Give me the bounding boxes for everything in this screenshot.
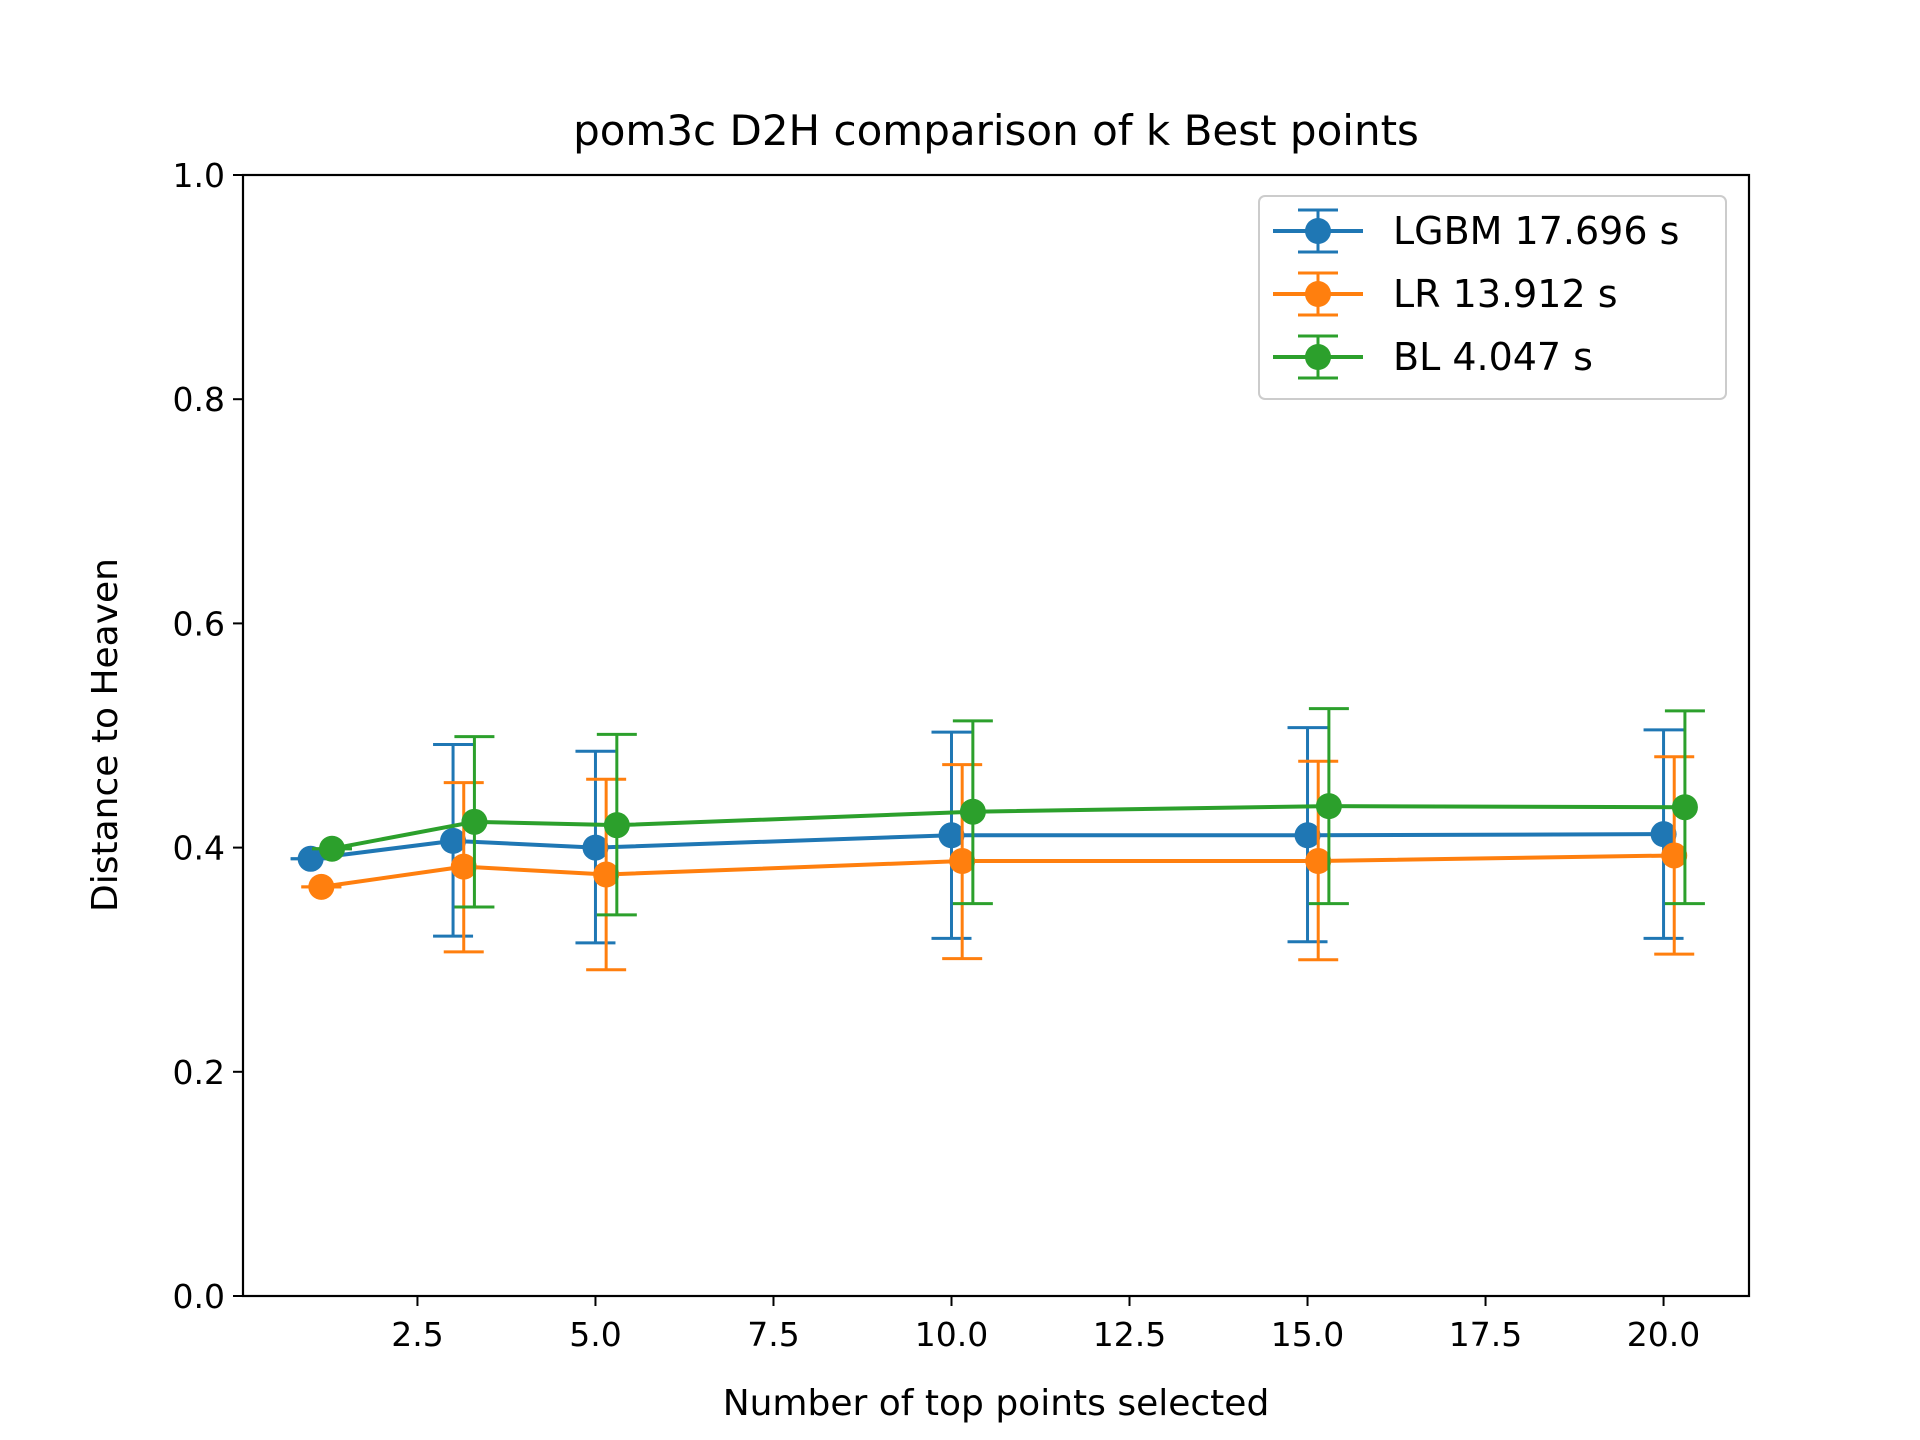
data-point — [1305, 848, 1332, 875]
data-point — [1650, 821, 1677, 848]
legend-label: LR 13.912 s — [1393, 272, 1618, 316]
y-tick-label: 0.4 — [173, 829, 225, 868]
x-tick-label: 17.5 — [1449, 1315, 1522, 1354]
legend-marker — [1305, 218, 1331, 244]
series-group — [290, 726, 1684, 945]
data-point — [1661, 842, 1688, 869]
data-point — [1315, 793, 1342, 820]
legend-box — [1258, 195, 1727, 400]
series-line — [310, 832, 1664, 861]
y-tick-label: 1.0 — [173, 156, 225, 195]
data-point — [949, 848, 976, 875]
data-point — [593, 861, 620, 888]
axes-frame — [241, 173, 1751, 1298]
y-axis-label: Distance to Heaven — [85, 558, 126, 912]
series-group — [312, 707, 1705, 917]
x-tick-label: 2.5 — [391, 1315, 443, 1354]
series-line — [331, 804, 1685, 851]
x-tick-label: 10.0 — [915, 1315, 988, 1354]
legend-label: BL 4.047 s — [1393, 335, 1593, 379]
legend-marker — [1305, 281, 1331, 307]
data-point — [440, 827, 467, 854]
data-point — [1671, 794, 1698, 821]
data-point — [959, 798, 986, 825]
x-tick-label: 5.0 — [569, 1315, 621, 1354]
data-point — [938, 822, 965, 849]
x-tick-label: 20.0 — [1627, 1315, 1700, 1354]
data-point — [450, 853, 477, 880]
x-tick-label: 12.5 — [1093, 1315, 1166, 1354]
y-tick-label: 0.8 — [173, 380, 225, 419]
legend-label: LGBM 17.696 s — [1393, 209, 1679, 253]
legend-entries: LGBM 17.696 s LR 13.912 s BL 4.047 s — [1273, 208, 1679, 380]
series-layer — [290, 707, 1705, 972]
data-point — [319, 835, 346, 862]
data-point — [308, 873, 335, 900]
y-axis-ticks: 0.0 0.2 0.4 0.6 0.8 1.0 — [173, 156, 243, 1316]
chart-title: pom3c D2H comparison of k Best points — [573, 106, 1419, 155]
x-tick-label: 7.5 — [747, 1315, 799, 1354]
data-point — [461, 808, 488, 835]
data-point — [1294, 822, 1321, 849]
legend: LGBM 17.696 s LR 13.912 s BL 4.047 s — [1258, 195, 1727, 400]
y-tick-label: 0.0 — [173, 1277, 225, 1316]
series-group — [301, 755, 1695, 972]
y-tick-label: 0.6 — [173, 604, 225, 643]
x-axis-label: Number of top points selected — [723, 1383, 1270, 1424]
y-tick-label: 0.2 — [173, 1053, 225, 1092]
data-point — [603, 812, 630, 839]
x-tick-label: 15.0 — [1271, 1315, 1344, 1354]
data-point — [582, 834, 609, 861]
data-point — [297, 845, 324, 872]
series-line — [321, 853, 1675, 889]
legend-marker — [1305, 344, 1331, 370]
x-axis-ticks: 2.5 5.0 7.5 10.0 12.5 15.0 17.5 20.0 — [391, 1296, 1700, 1354]
